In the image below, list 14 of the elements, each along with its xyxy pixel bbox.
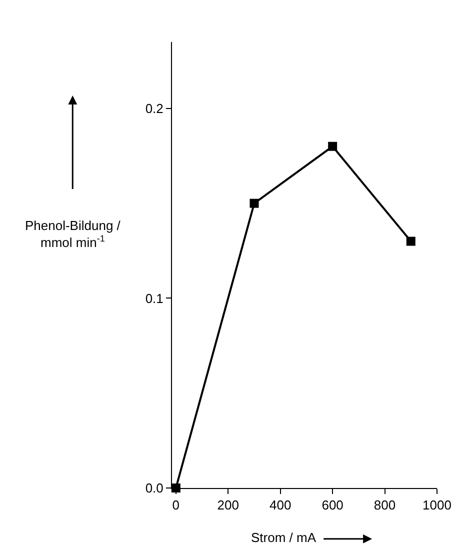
x-tick-label: 200 — [217, 498, 239, 513]
x-tick-label: 600 — [322, 498, 344, 513]
point — [406, 236, 416, 246]
y-tick-label: 0.1 — [145, 290, 164, 306]
y-tick-label: 0.0 — [145, 480, 164, 496]
point — [250, 198, 259, 208]
y-axis-title: Phenol-Bildung / mmol min$^{-1}$ — [25, 218, 121, 250]
x-tick-label: 1000 — [422, 498, 452, 513]
y-tick-label: 0.2 — [145, 100, 164, 116]
x-tick-label: 400 — [270, 498, 292, 513]
x-tick-label: 800 — [374, 498, 396, 513]
x-axis-title: Strom / mA — [251, 530, 316, 545]
point — [328, 142, 338, 151]
x-tick-label: 0 — [172, 498, 180, 513]
